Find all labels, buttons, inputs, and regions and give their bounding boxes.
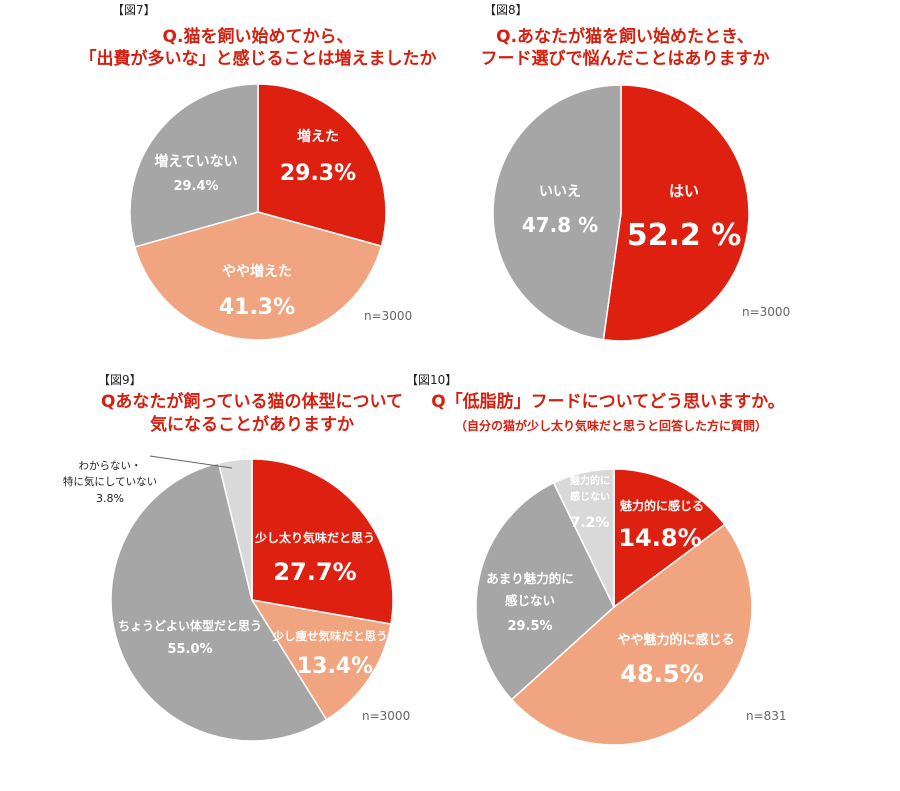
slice-label-unknown-line1: わからない・ <box>79 460 142 472</box>
slice-label-attractive: 魅力的に感じる <box>620 498 704 513</box>
pie-slices <box>475 468 753 746</box>
pie-slice-2 <box>250 598 392 721</box>
slice-value-just-right: 55.0% <box>167 642 212 657</box>
pie-slice-4 <box>217 458 253 601</box>
pie-slice-4 <box>552 468 615 608</box>
slice-label-slightly-fat: 少し太り気味だと思う <box>254 530 375 545</box>
pie-slices <box>492 84 750 342</box>
pie-slice-1 <box>257 83 387 248</box>
pie-slice-2 <box>492 84 622 341</box>
slice-label-just-right: ちょうどよい体型だと思う <box>118 618 262 633</box>
slice-value-not-attractive: 7.2% <box>571 515 610 531</box>
chart-title-line2: 「出費が多いな」と感じることは増えましたか <box>80 48 437 69</box>
pie-slice-1 <box>613 468 726 609</box>
chart-title-line1: Qあなたが飼っている猫の体型について <box>101 391 403 412</box>
slice-label-somewhat-attractive: やや魅力的に感じる <box>617 632 734 648</box>
slice-value-attractive: 14.8% <box>618 524 701 552</box>
slice-value-unknown: 3.8% <box>96 492 124 505</box>
figure-label: 【図7】 <box>112 3 156 17</box>
sample-size: n=3000 <box>364 309 412 323</box>
slice-value-not-increased: 29.4% <box>173 179 218 194</box>
slice-label-no: いいえ <box>539 184 581 200</box>
figure-label: 【図9】 <box>98 373 142 387</box>
slice-value-somewhat-attractive: 48.5% <box>620 660 703 688</box>
slice-label-not-very-attractive-line1: あまり魅力的に <box>486 571 574 586</box>
slice-label-not-very-attractive-line2: 感じない <box>505 593 555 608</box>
pie-slice-1 <box>602 84 750 342</box>
pie-slice-2 <box>133 211 383 341</box>
slice-value-no: 47.8 % <box>522 213 598 237</box>
figure-label: 【図8】 <box>484 3 528 17</box>
chart-fig8: 【図8】 Q.あなたが猫を飼い始めたとき、 フード選びで悩んだことはありますか … <box>481 3 790 342</box>
chart-fig10: 【図10】 Q「低脂肪」フードについてどう思いますか。 （自分の猫が少し太り気味… <box>406 373 787 746</box>
chart-title-line1: Q.猫を飼い始めてから、 <box>163 26 354 47</box>
slice-label-not-attractive-line1: 魅力的に <box>570 474 610 487</box>
figure-label: 【図10】 <box>406 373 457 387</box>
slice-label-increased: 増えた <box>297 128 339 145</box>
pie-slices <box>129 83 387 341</box>
leader-line <box>149 455 233 469</box>
pie-slice-3 <box>110 462 328 742</box>
slice-value-yes: 52.2 % <box>627 218 742 253</box>
chart-title-line1: Q.あなたが猫を飼い始めたとき、 <box>496 26 754 47</box>
chart-title-line2: 気になることがありますか <box>149 414 354 435</box>
sample-size: n=3000 <box>362 709 410 723</box>
pie-slice-3 <box>129 83 259 248</box>
sample-size: n=3000 <box>742 305 790 319</box>
chart-title-line2: フード選びで悩んだことはありますか <box>481 48 770 69</box>
slice-value-not-very-attractive: 29.5% <box>507 619 552 634</box>
slice-value-slightly-thin: 13.4% <box>297 654 373 679</box>
chart-subtitle: （自分の猫が少し太り気味だと思うと回答した方に質問） <box>455 418 767 433</box>
pie-slices <box>110 458 394 742</box>
slice-label-unknown-line2: 特に気にしていない <box>63 475 157 488</box>
chart-fig9: 【図9】 Qあなたが飼っている猫の体型について 気になることがありますか わから… <box>63 373 410 742</box>
slice-value-increased: 29.3% <box>280 161 356 186</box>
slice-label-not-increased: 増えていない <box>154 153 237 170</box>
chart-title-line1: Q「低脂肪」フードについてどう思いますか。 <box>431 391 785 412</box>
pie-slice-2 <box>510 523 753 746</box>
sample-size: n=831 <box>746 709 787 723</box>
slice-label-not-attractive-line2: 感じない <box>570 490 610 503</box>
pie-slice-1 <box>251 458 394 625</box>
chart-fig7: 【図7】 Q.猫を飼い始めてから、 「出費が多いな」と感じることは増えましたか … <box>80 3 437 341</box>
slice-label-yes: はい <box>669 182 699 200</box>
slice-value-slightly-increased: 41.3% <box>219 295 295 320</box>
slice-label-slightly-thin: 少し痩せ気味だと思う <box>272 629 388 643</box>
slice-label-slightly-increased: やや増えた <box>222 263 292 280</box>
slice-value-slightly-fat: 27.7% <box>273 558 356 586</box>
